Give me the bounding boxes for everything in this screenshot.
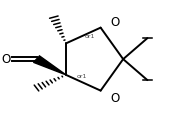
Text: O: O	[111, 92, 120, 105]
Polygon shape	[33, 56, 66, 75]
Text: O: O	[2, 53, 11, 66]
Text: O: O	[111, 16, 120, 29]
Text: or1: or1	[85, 34, 95, 39]
Text: or1: or1	[76, 74, 87, 79]
